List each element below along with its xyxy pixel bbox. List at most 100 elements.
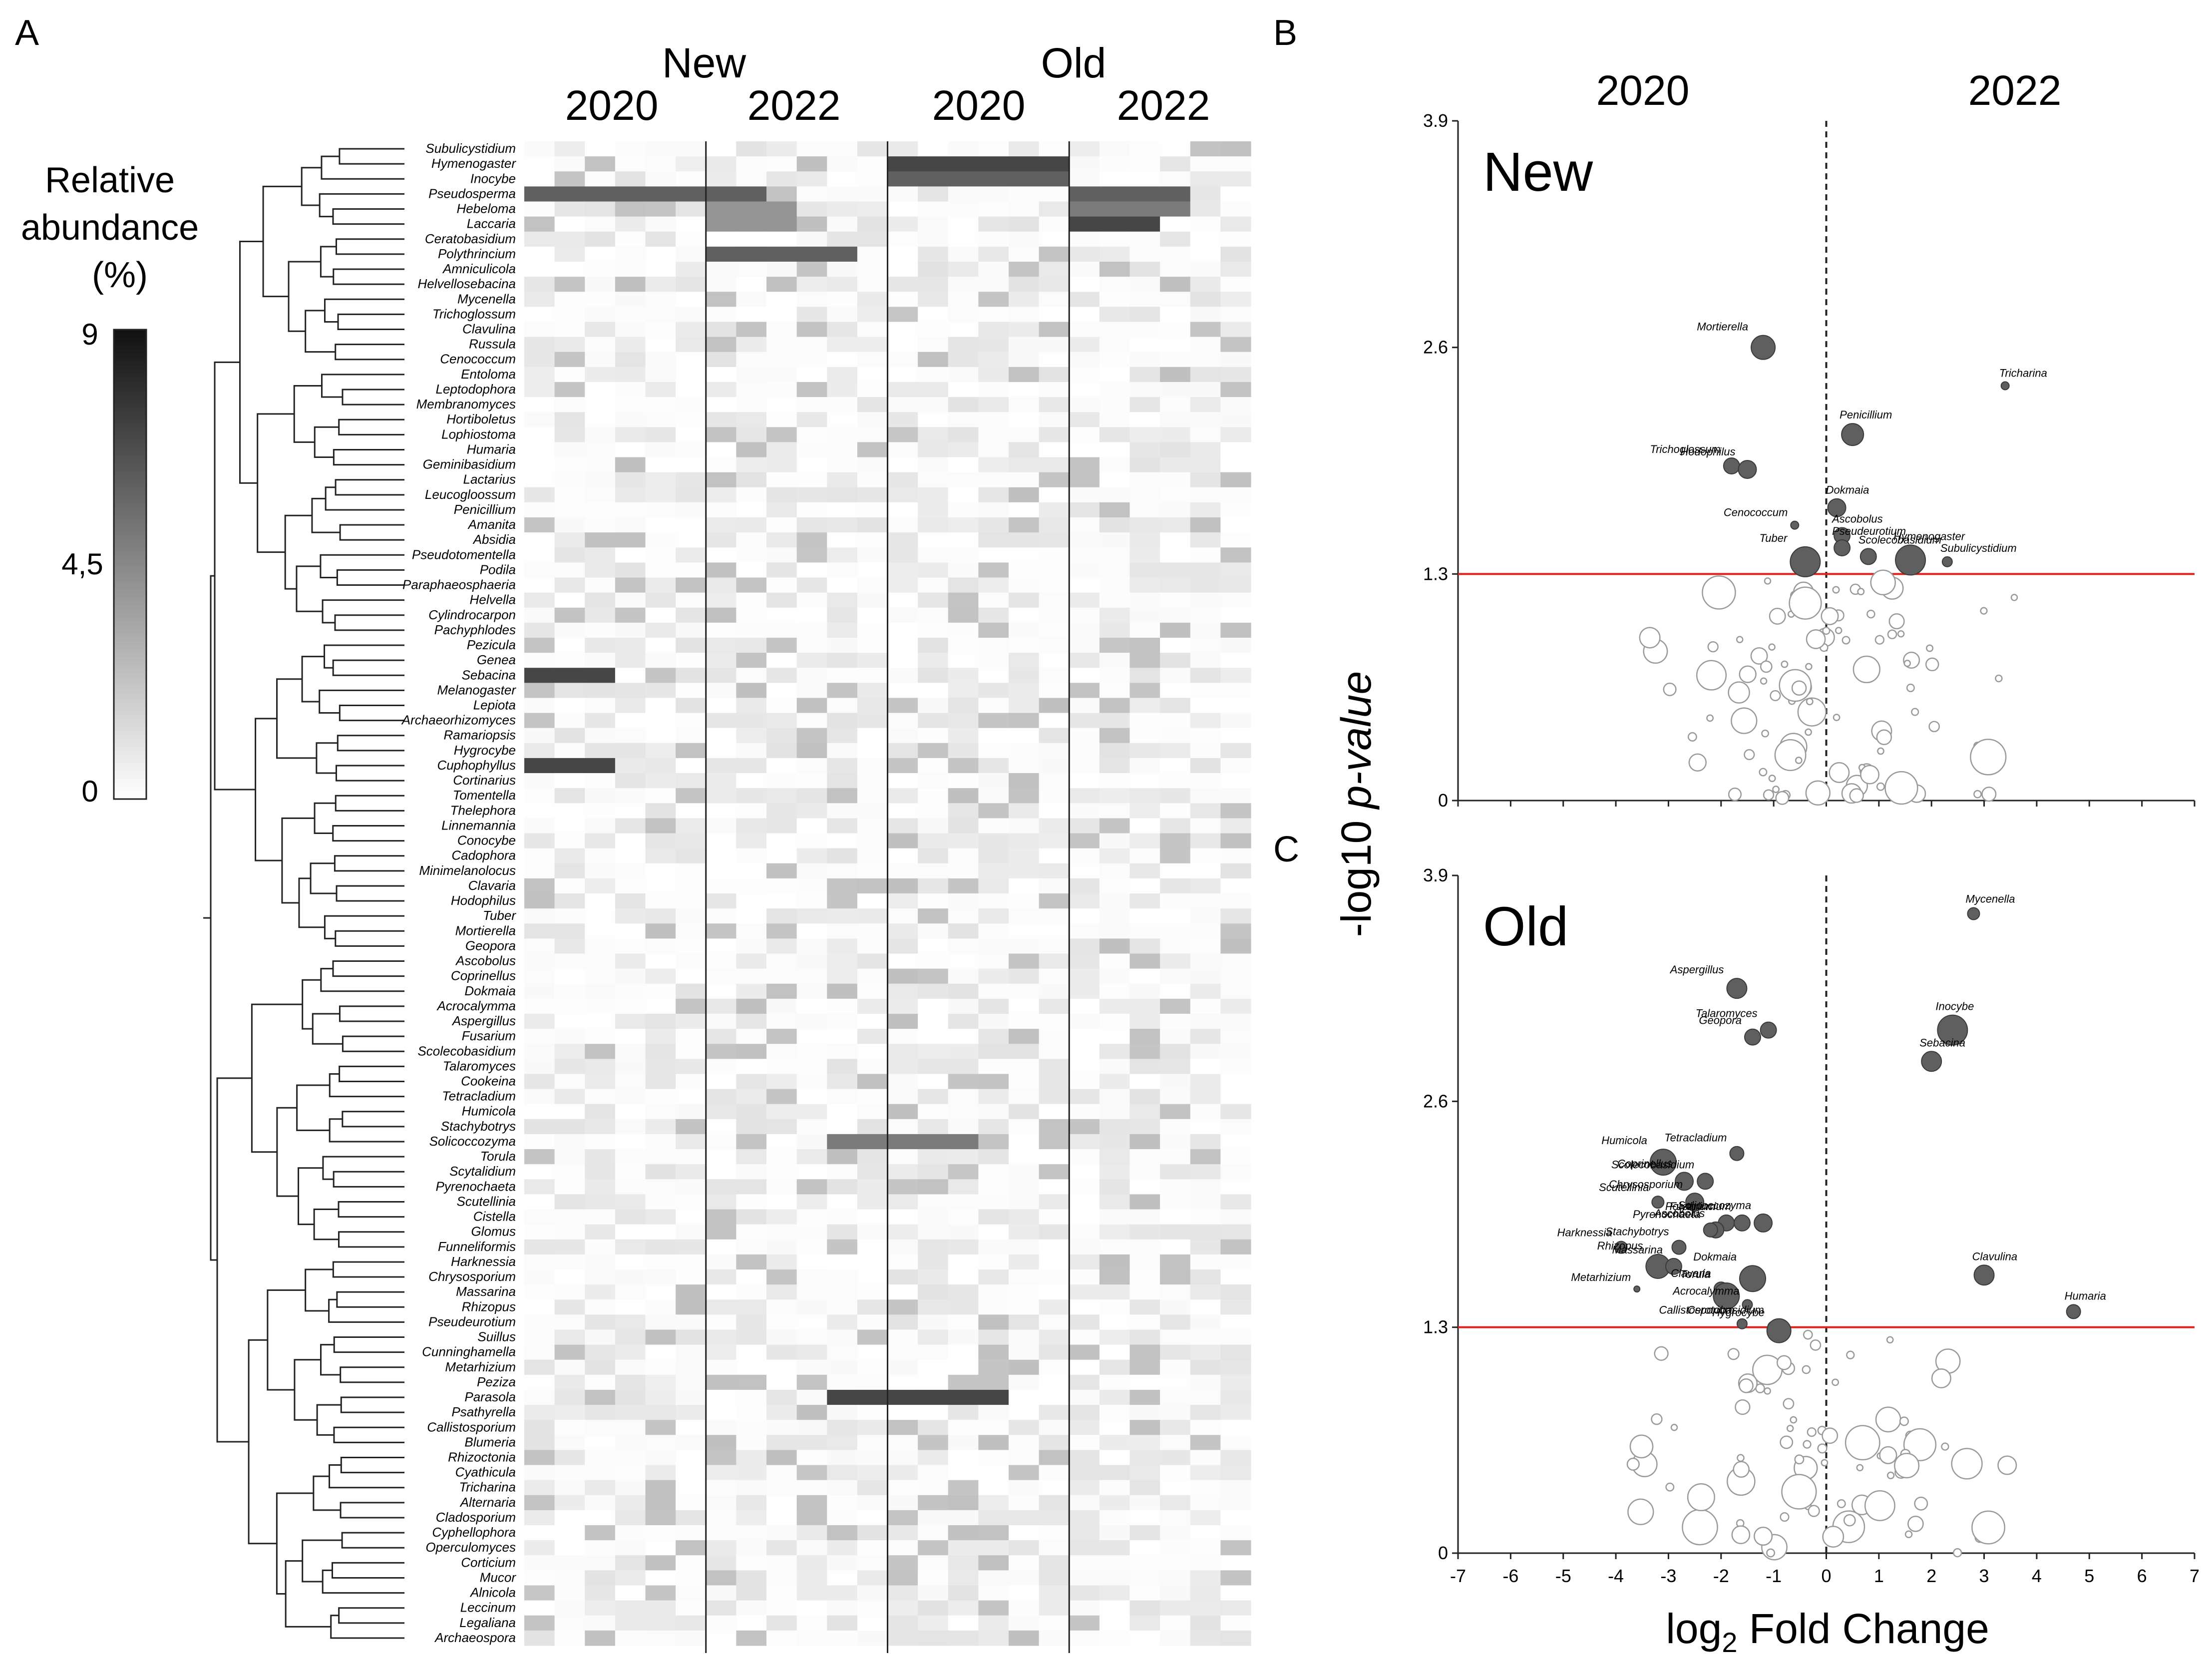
heatmap-cell [585, 758, 616, 774]
heatmap-cell [857, 1540, 888, 1556]
heatmap-cell [1190, 141, 1221, 157]
heatmap-cell [796, 427, 827, 442]
heatmap-cell [524, 427, 555, 442]
heatmap-cell [978, 1164, 1009, 1180]
point-label: Acrocalymma [1672, 1284, 1739, 1297]
heatmap-cell [706, 216, 737, 232]
heatmap-cell [1190, 1540, 1221, 1556]
heatmap-cell [615, 1044, 646, 1059]
row-label: Lactarius [463, 472, 516, 487]
heatmap-cell [918, 1555, 949, 1571]
heatmap-cell [857, 1269, 888, 1285]
heatmap-cell [796, 592, 827, 608]
heatmap-cell [1220, 352, 1251, 368]
heatmap-cell [1129, 1314, 1160, 1330]
dendrogram-branch [329, 1073, 404, 1098]
heatmap-cell [676, 292, 707, 307]
significant-point [1665, 1257, 1682, 1275]
heatmap-cell [1009, 337, 1040, 353]
dendrogram-branch [313, 1209, 339, 1241]
heatmap-cell [1129, 1254, 1160, 1270]
heatmap-cell [796, 1525, 827, 1541]
heatmap-cell [676, 758, 707, 774]
heatmap-cell [1220, 728, 1251, 744]
heatmap-cell [1009, 216, 1040, 232]
heatmap-cell [1190, 186, 1221, 202]
heatmap-cell [585, 968, 616, 984]
heatmap-cell [887, 1570, 918, 1586]
heatmap-cell [978, 953, 1009, 969]
nonsignificant-point [1864, 1490, 1895, 1521]
heatmap-cell [1160, 367, 1191, 383]
heatmap-cell [918, 983, 949, 999]
y-tick-label: 1.3 [1423, 563, 1448, 584]
heatmap-cell [918, 848, 949, 864]
dendrogram-branch [342, 1111, 404, 1128]
heatmap-cell [766, 307, 797, 323]
point-label: Torula [1680, 1268, 1710, 1280]
heatmap-cell [1039, 1359, 1070, 1375]
heatmap-cell [585, 277, 616, 292]
heatmap-cell [1220, 803, 1251, 819]
heatmap-cell [1009, 713, 1040, 729]
heatmap-cell [524, 1119, 555, 1135]
dendrogram-branch [324, 298, 404, 323]
heatmap-cell [1069, 1405, 1100, 1420]
heatmap-cell [766, 863, 797, 879]
heatmap-cell [918, 292, 949, 307]
heatmap-cell [1099, 1389, 1130, 1405]
heatmap-cell [1069, 1389, 1100, 1405]
heatmap-cell [524, 1074, 555, 1090]
y-tick-label: 0 [1438, 1543, 1448, 1563]
heatmap-cell [676, 562, 707, 578]
heatmap-cell [524, 547, 555, 563]
heatmap-cell [706, 1435, 737, 1451]
heatmap-cell [1009, 1570, 1040, 1586]
heatmap-cell [1190, 1495, 1221, 1511]
heatmap-cell [1039, 938, 1070, 954]
heatmap-cell [585, 1164, 616, 1180]
nonsignificant-point [1829, 762, 1850, 783]
heatmap-cell [1129, 1029, 1160, 1044]
heatmap-cell [978, 683, 1009, 699]
heatmap-cell [615, 1314, 646, 1330]
heatmap-cell [1160, 141, 1191, 157]
heatmap-cell [676, 893, 707, 909]
heatmap-cell [645, 1435, 676, 1451]
heatmap-cell [615, 1405, 646, 1420]
heatmap-cell [1160, 848, 1191, 864]
significant-point [1671, 1240, 1687, 1255]
heatmap-cell [585, 622, 616, 638]
significant-point [1790, 520, 1800, 530]
heatmap-cell [585, 773, 616, 789]
row-label: Cadophora [451, 848, 516, 863]
heatmap-cell [796, 953, 827, 969]
row-label: Lepiota [473, 698, 516, 713]
heatmap-cell [918, 367, 949, 383]
heatmap-cell [585, 893, 616, 909]
heatmap-cell [706, 1570, 737, 1586]
heatmap-cell [857, 1314, 888, 1330]
row-label: Scytalidium [449, 1164, 516, 1179]
point-label: Fusarium [1670, 1200, 1716, 1213]
heatmap-cell [1009, 1329, 1040, 1345]
heatmap-cell [1129, 532, 1160, 548]
heatmap-cell [524, 201, 555, 217]
heatmap-cell [1190, 1630, 1221, 1646]
heatmap-cell [827, 532, 858, 548]
heatmap-cell [827, 487, 858, 503]
heatmap-cell [948, 1059, 979, 1075]
heatmap-cell [706, 592, 737, 608]
heatmap-cell [676, 1374, 707, 1390]
heatmap-cell [1190, 487, 1221, 503]
heatmap-cell [554, 1059, 585, 1075]
heatmap-cell [796, 1374, 827, 1390]
nonsignificant-point [1821, 1459, 1829, 1467]
heatmap-cell [585, 352, 616, 368]
heatmap-cell [1039, 517, 1070, 533]
heatmap-cell [1129, 577, 1160, 593]
heatmap-cell [706, 442, 737, 458]
heatmap-cell [1039, 1450, 1070, 1466]
heatmap-cell [1220, 1209, 1251, 1225]
heatmap-cell [887, 668, 918, 683]
